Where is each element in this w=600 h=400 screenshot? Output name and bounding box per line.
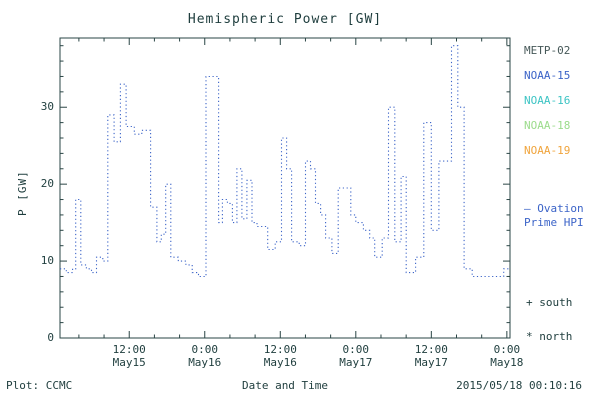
x-tick-label: 12:00 May17 — [399, 343, 463, 369]
x-tick-time: 12:00 — [112, 343, 146, 356]
legend-item-noaa18: NOAA-18 — [524, 119, 571, 132]
x-tick-label: 0:00 May16 — [173, 343, 237, 369]
x-tick-date: May17 — [339, 356, 373, 369]
legend-north-marker: * north — [526, 330, 573, 343]
x-tick-label: 0:00 May17 — [324, 343, 388, 369]
x-axis-label: Date and Time — [241, 379, 329, 392]
plot-frame — [59, 37, 511, 339]
x-tick-label: 0:00 May18 — [475, 343, 539, 369]
x-tick-label: 12:00 May15 — [97, 343, 161, 369]
x-tick-date: May18 — [490, 356, 524, 369]
x-tick-label: 12:00 May16 — [248, 343, 312, 369]
x-tick-time: 0:00 — [493, 343, 521, 356]
chart-title: Hemispheric Power [GW] — [187, 12, 383, 27]
ovation-line1: – Ovation — [524, 202, 584, 215]
x-tick-time: 12:00 — [263, 343, 297, 356]
x-tick-time: 0:00 — [191, 343, 219, 356]
y-tick-label: 0 — [47, 331, 54, 344]
timestamp: 2015/05/18 00:10:16 — [456, 379, 582, 392]
legend-item-noaa15: NOAA-15 — [524, 69, 571, 82]
x-tick-date: May16 — [263, 356, 297, 369]
plot-credit: Plot: CCMC — [6, 379, 73, 392]
y-tick-label: 10 — [40, 254, 54, 268]
x-tick-time: 0:00 — [342, 343, 370, 356]
legend-item-noaa19: NOAA-19 — [524, 144, 571, 157]
y-tick-label: 30 — [40, 100, 54, 114]
y-tick-label: 20 — [40, 177, 54, 191]
x-tick-date: May15 — [112, 356, 146, 369]
power-step-line — [60, 45, 510, 278]
x-tick-date: May17 — [414, 356, 448, 369]
x-tick-date: May16 — [188, 356, 222, 369]
legend-item-noaa16: NOAA-16 — [524, 94, 571, 107]
legend-ovation-prime-hpi: – Ovation Prime HPI — [524, 202, 584, 230]
legend-south-marker: + south — [526, 296, 573, 309]
x-tick-time: 12:00 — [414, 343, 448, 356]
legend-item-metp02: METP-02 — [524, 44, 571, 57]
ovation-line2: Prime HPI — [524, 216, 584, 229]
